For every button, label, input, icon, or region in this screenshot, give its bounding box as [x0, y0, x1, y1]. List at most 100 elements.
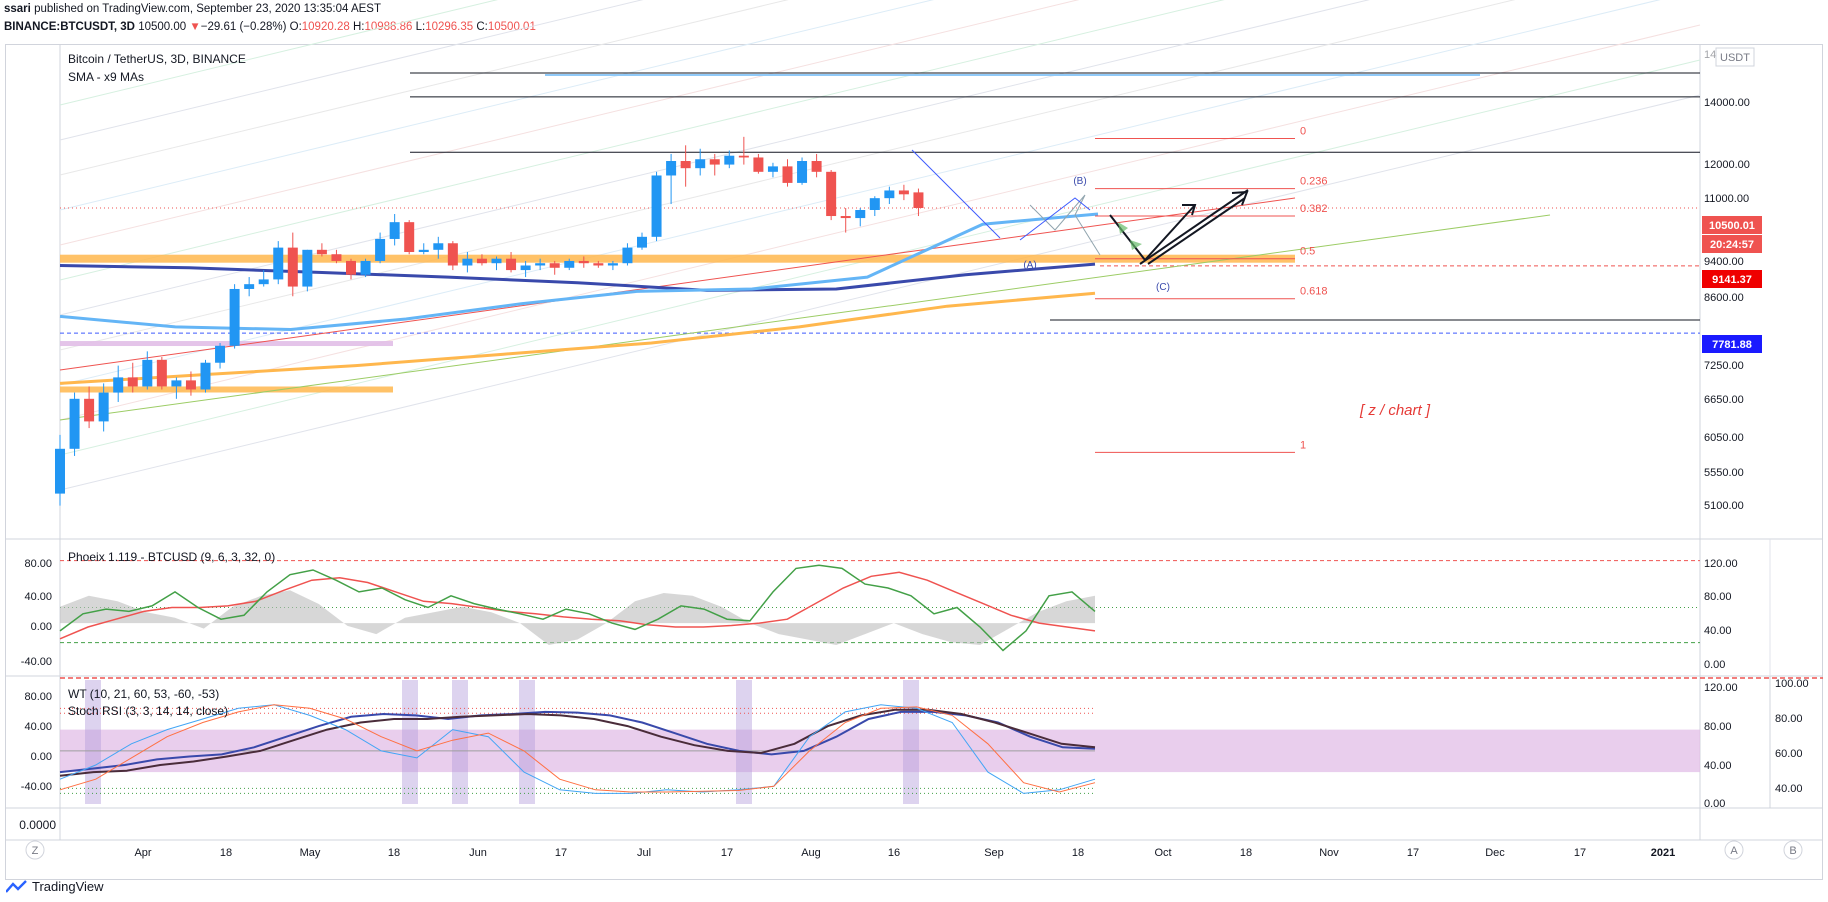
- candle[interactable]: [869, 196, 880, 217]
- candle[interactable]: [433, 236, 444, 259]
- candle[interactable]: [171, 377, 182, 399]
- candle[interactable]: [607, 260, 618, 271]
- chart-annotation: [ z / chart ]: [1359, 402, 1431, 419]
- price-pane[interactable]: 0 0.236 0.382 0.5 0.618 1 (A) (B) (C) 10500.01 20:…: [55, 0, 1762, 506]
- candle[interactable]: [578, 256, 589, 268]
- phoeix-pane[interactable]: [59, 560, 1700, 652]
- publisher-name[interactable]: ssari: [4, 3, 31, 15]
- candle[interactable]: [811, 153, 822, 178]
- wt-title[interactable]: WT (10, 21, 60, 53, -60, -53): [68, 687, 219, 701]
- candle[interactable]: [55, 434, 65, 506]
- auto-scale-button[interactable]: [1724, 840, 1744, 860]
- candle[interactable]: [127, 362, 138, 393]
- candle[interactable]: [185, 371, 196, 396]
- candle-body: [185, 380, 196, 390]
- wt-blue-line[interactable]: [59, 710, 1096, 774]
- log-scale-button[interactable]: [1783, 840, 1803, 860]
- candle[interactable]: [287, 232, 298, 297]
- candle[interactable]: [695, 148, 706, 176]
- ma-orange-line[interactable]: [59, 291, 1096, 385]
- osc-green-line[interactable]: [59, 564, 1096, 652]
- candle[interactable]: [156, 357, 167, 390]
- candle[interactable]: [331, 249, 342, 264]
- price-tag[interactable]: [1702, 335, 1762, 353]
- candle[interactable]: [666, 153, 677, 205]
- candle[interactable]: [244, 277, 255, 297]
- price-tag[interactable]: [1702, 216, 1762, 234]
- candle[interactable]: [767, 162, 778, 178]
- candle[interactable]: [215, 343, 226, 369]
- candle[interactable]: [84, 386, 95, 429]
- currency-badge[interactable]: [1715, 47, 1755, 67]
- candle[interactable]: [258, 270, 269, 287]
- candle[interactable]: [316, 243, 327, 257]
- candle[interactable]: [709, 153, 720, 176]
- candle[interactable]: [724, 150, 735, 169]
- osc-histogram[interactable]: [60, 590, 1095, 645]
- projection-arrow[interactable]: [1147, 197, 1246, 265]
- candle[interactable]: [797, 157, 808, 185]
- candle-body: [316, 249, 327, 255]
- candle-body: [389, 222, 400, 239]
- candle[interactable]: [884, 186, 895, 205]
- candle[interactable]: [491, 256, 502, 271]
- candle[interactable]: [593, 260, 604, 268]
- osc-red-line[interactable]: [59, 571, 1096, 640]
- candle[interactable]: [680, 145, 691, 187]
- candle[interactable]: [782, 159, 793, 187]
- candle[interactable]: [913, 188, 924, 217]
- candle[interactable]: [753, 153, 764, 174]
- green-trend-line[interactable]: [59, 214, 1551, 421]
- candle[interactable]: [346, 258, 356, 280]
- candle[interactable]: [142, 351, 153, 390]
- candle[interactable]: [389, 214, 400, 246]
- candle[interactable]: [375, 232, 386, 264]
- candle[interactable]: [462, 252, 473, 273]
- candle[interactable]: [651, 171, 662, 242]
- candle[interactable]: [840, 207, 851, 233]
- candle[interactable]: [447, 241, 458, 271]
- candle[interactable]: [549, 260, 560, 275]
- osc-left-axis-label: 80.00: [24, 558, 52, 570]
- ma-indicator-title[interactable]: SMA - x9 MAs: [68, 70, 144, 84]
- candle-body: [840, 216, 851, 219]
- candle[interactable]: [273, 241, 284, 285]
- candle[interactable]: [113, 365, 124, 402]
- stoch-d-line[interactable]: [59, 704, 1096, 793]
- wt-black-line[interactable]: [59, 708, 1096, 777]
- candle[interactable]: [637, 232, 647, 250]
- ma-navy-line[interactable]: [59, 262, 1096, 292]
- candle[interactable]: [898, 184, 909, 201]
- candle[interactable]: [200, 359, 211, 393]
- candle[interactable]: [738, 136, 749, 165]
- phoeix-title[interactable]: Phoeix 1.119 - BTCUSD (9, 6, 3, 32, 0): [68, 550, 275, 564]
- price-tag[interactable]: [1702, 270, 1762, 288]
- candle[interactable]: [855, 207, 866, 227]
- candle[interactable]: [535, 258, 546, 271]
- red-trend-line[interactable]: [59, 197, 1296, 371]
- stoch-rsi-title[interactable]: Stoch RSI (3, 3, 14, 14, close): [68, 704, 228, 718]
- candle[interactable]: [418, 243, 429, 255]
- candle[interactable]: [404, 220, 415, 255]
- candle[interactable]: [520, 260, 531, 278]
- time-axis-label: Dec: [1485, 847, 1505, 859]
- candle[interactable]: [360, 258, 371, 278]
- candle[interactable]: [826, 169, 837, 221]
- wt-pane[interactable]: [59, 677, 1823, 804]
- stoch-k-line[interactable]: [59, 704, 1096, 794]
- zoom-button[interactable]: [25, 840, 45, 860]
- candle[interactable]: [69, 392, 80, 456]
- candle[interactable]: [476, 254, 487, 266]
- candle[interactable]: [98, 383, 109, 432]
- candle[interactable]: [302, 249, 313, 292]
- price-tag[interactable]: [1702, 235, 1762, 253]
- candle[interactable]: [229, 284, 240, 349]
- projection-arrow[interactable]: [1139, 189, 1249, 265]
- candle[interactable]: [506, 252, 517, 273]
- candle[interactable]: [564, 258, 575, 271]
- candle[interactable]: [622, 243, 633, 266]
- wave-label-a: (A): [1023, 260, 1036, 271]
- channel-line: [59, 0, 1225, 281]
- footer[interactable]: TradingView: [6, 879, 104, 894]
